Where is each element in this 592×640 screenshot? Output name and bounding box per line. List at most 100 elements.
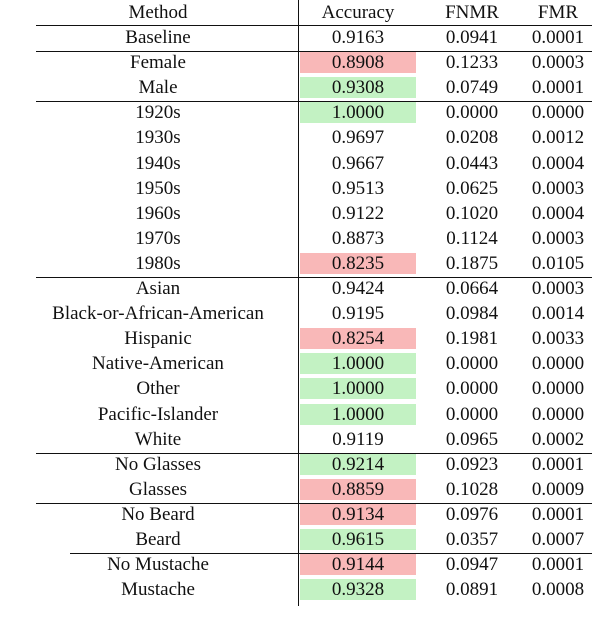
table-row: Mustache 0.9328 0.0891 0.0008 [0,577,592,602]
cell-method: Male [138,77,178,99]
cell-method: No Beard [121,503,195,525]
cell-fmr: 0.0000 [531,403,585,425]
cell-method: 1940s [135,152,181,174]
cell-method: No Mustache [107,554,209,576]
cell-fmr: 0.0004 [531,152,585,174]
cell-fnmr: 0.0000 [445,102,499,124]
cell-fmr: 0.0012 [531,127,585,149]
cell-accuracy: 0.9697 [331,127,385,149]
cell-fmr: 0.0014 [531,303,585,325]
cell-accuracy: 1.0000 [300,353,416,375]
cell-accuracy: 0.9163 [331,27,385,48]
cell-method: 1950s [135,177,181,199]
table-row: No Glasses 0.9214 0.0923 0.0001 [0,452,592,477]
table-row: White 0.9119 0.0965 0.0002 [0,427,592,452]
cell-fnmr: 0.0923 [445,453,499,475]
header-fnmr: FNMR [445,2,499,23]
cell-accuracy: 0.9134 [300,503,416,525]
table-row: 1980s 0.8235 0.1875 0.0105 [0,251,592,276]
cell-fnmr: 0.1020 [445,202,499,224]
group-rule-mustache [70,553,592,554]
cell-accuracy: 0.9308 [300,77,416,99]
cell-fnmr: 0.1981 [445,328,499,350]
cell-fnmr: 0.0000 [445,378,499,400]
cell-fmr: 0.0008 [531,579,585,601]
cell-method: No Glasses [114,453,202,475]
cell-accuracy: 0.9424 [331,278,385,299]
cell-fnmr: 0.1233 [445,52,499,74]
table-row: No Beard 0.9134 0.0976 0.0001 [0,502,592,527]
cell-fnmr: 0.0965 [445,428,499,450]
cell-fnmr: 0.0357 [445,529,499,550]
cell-fmr: 0.0007 [531,529,585,550]
cell-fmr: 0.0033 [531,328,585,350]
cell-accuracy: 0.9513 [331,177,385,199]
cell-fnmr: 0.0208 [445,127,499,149]
cell-fmr: 0.0001 [531,503,585,525]
table-row: 1970s 0.8873 0.1124 0.0003 [0,226,592,251]
cell-fnmr: 0.0947 [445,554,499,576]
cell-accuracy: 0.9667 [331,152,385,174]
cell-accuracy: 1.0000 [300,403,416,425]
cell-accuracy: 0.8859 [300,478,416,500]
cell-fnmr: 0.0891 [445,579,499,601]
cell-method: Baseline [125,27,191,48]
cell-accuracy: 0.9328 [300,579,416,601]
cell-fmr: 0.0003 [531,52,585,74]
cell-fmr: 0.0001 [531,77,585,99]
cell-accuracy: 0.9214 [300,453,416,475]
table-row: 1950s 0.9513 0.0625 0.0003 [0,176,592,201]
cell-method: Pacific-Islander [97,403,219,425]
cell-accuracy: 0.9122 [331,202,385,224]
cell-fmr: 0.0004 [531,202,585,224]
cell-accuracy: 0.8908 [300,52,416,74]
table-row: Asian 0.9424 0.0664 0.0003 [0,276,592,301]
table-row: 1940s 0.9667 0.0443 0.0004 [0,151,592,176]
cell-method: Black-or-African-American [52,303,264,325]
cell-method: 1980s [135,252,181,274]
cell-accuracy: 0.9144 [300,554,416,576]
cell-accuracy: 0.9615 [300,529,416,550]
cell-method: 1930s [135,127,181,149]
cell-fmr: 0.0000 [531,102,585,124]
cell-accuracy: 0.8873 [331,227,385,249]
table-row: 1960s 0.9122 0.1020 0.0004 [0,201,592,226]
cell-fnmr: 0.0000 [445,353,499,375]
group-rule-beard [36,503,592,504]
cell-method: White [134,428,182,450]
cell-fnmr: 0.0443 [445,152,499,174]
table-row: Hispanic 0.8254 0.1981 0.0033 [0,326,592,351]
cell-method: Beard [135,529,181,550]
table-row: Black-or-African-American 0.9195 0.0984 0.0… [0,301,592,326]
cell-fmr: 0.0000 [531,353,585,375]
group-rule-glasses [36,453,592,454]
cell-accuracy: 1.0000 [300,102,416,124]
table-row: 1930s 0.9697 0.0208 0.0012 [0,125,592,150]
cell-method: Asian [135,278,181,299]
cell-fnmr: 0.0976 [445,503,499,525]
cell-accuracy: 1.0000 [300,378,416,400]
cell-fmr: 0.0003 [531,227,585,249]
group-rule-ethnicity [36,277,592,278]
cell-fmr: 0.0000 [531,378,585,400]
cell-fmr: 0.0009 [531,478,585,500]
cell-accuracy: 0.8254 [300,328,416,350]
cell-fmr: 0.0105 [531,252,585,274]
cell-fnmr: 0.0625 [445,177,499,199]
cell-method: Mustache [121,579,195,601]
table-row: Other 1.0000 0.0000 0.0000 [0,376,592,401]
cell-fnmr: 0.0941 [445,27,499,48]
cell-fnmr: 0.0000 [445,403,499,425]
table-row: No Mustache 0.9144 0.0947 0.0001 [0,552,592,577]
column-divider [298,0,299,606]
cell-fmr: 0.0003 [531,177,585,199]
table-row: Glasses 0.8859 0.1028 0.0009 [0,477,592,502]
cell-accuracy: 0.9195 [331,303,385,325]
cell-method: 1970s [135,227,181,249]
group-rule-decade [36,101,592,102]
cell-fmr: 0.0003 [531,278,585,299]
table-row: Pacific-Islander 1.0000 0.0000 0.0000 [0,402,592,427]
table-row: Male 0.9308 0.0749 0.0001 [0,75,592,100]
cell-method: Hispanic [124,328,192,350]
header-rule [36,25,592,26]
